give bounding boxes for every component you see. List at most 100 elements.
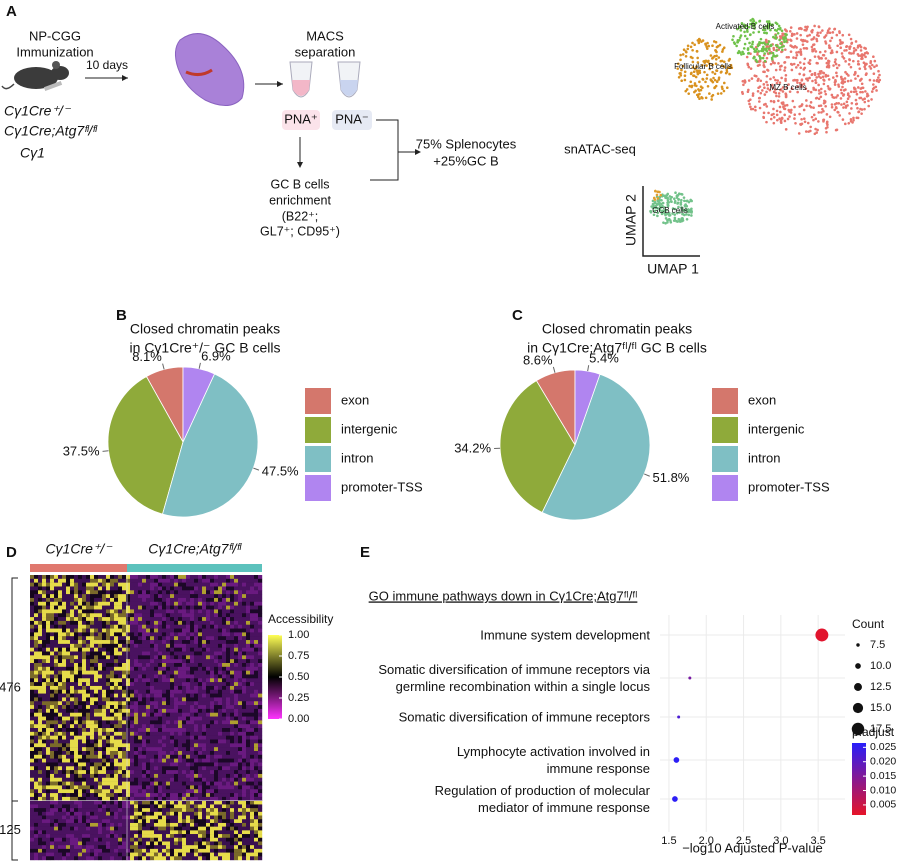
heatmap-texture [138, 613, 143, 618]
heatmap-texture [130, 724, 135, 729]
heatmap-texture [174, 578, 179, 583]
heatmap-texture [218, 789, 223, 794]
heatmap-texture [194, 655, 199, 660]
heatmap-texture [130, 575, 135, 580]
heatmap-texture [178, 731, 183, 736]
umap-cell [751, 22, 755, 25]
heatmap-texture [250, 617, 255, 622]
heatmap-texture [154, 785, 159, 790]
heatmap-texture [258, 674, 263, 679]
heatmap-texture [142, 789, 147, 794]
heatmap-texture [146, 785, 151, 790]
heatmap-texture [242, 609, 247, 614]
umap-cell [668, 214, 671, 217]
umap-cell [749, 67, 753, 70]
heatmap-texture [186, 789, 191, 794]
heatmap-texture [142, 678, 147, 683]
heatmap-texture [234, 617, 239, 622]
umap-cell [766, 68, 769, 72]
heatmap-texture [250, 582, 255, 587]
heatmap-texture [50, 651, 55, 656]
heatmap-texture [58, 651, 63, 656]
heatmap-texture [186, 758, 191, 763]
umap-cell [786, 117, 790, 121]
heatmap-texture [218, 594, 223, 599]
heatmap-texture [126, 666, 131, 671]
heatmap-texture [94, 712, 99, 717]
umap-cell [855, 116, 859, 120]
heatmap-texture [82, 747, 87, 752]
heatmap-texture [202, 662, 207, 668]
heatmap-texture [74, 789, 79, 794]
heatmap-texture [210, 590, 215, 595]
heatmap-texture [198, 666, 203, 671]
heatmap-texture [138, 712, 143, 717]
heatmap-texture [250, 605, 255, 610]
umap-cell [772, 35, 775, 39]
heatmap-texture [166, 766, 171, 771]
arrowhead [122, 75, 128, 81]
heatmap-texture [102, 766, 107, 771]
heatmap-texture [62, 575, 67, 580]
heatmap-texture [90, 762, 95, 767]
arrowhead [415, 149, 421, 155]
umap-cell [681, 209, 685, 212]
heatmap-texture [58, 793, 63, 798]
heatmap-texture [130, 670, 135, 675]
heatmap-texture [142, 743, 147, 748]
heatmap-texture [50, 731, 55, 736]
heatmap-texture [50, 728, 55, 733]
umap-cell [675, 211, 679, 215]
heatmap-texture [30, 762, 35, 767]
heatmap-texture [178, 582, 183, 587]
heatmap-texture [30, 613, 35, 618]
heatmap-texture [214, 613, 219, 618]
heatmap-texture [214, 743, 219, 748]
heatmap-texture [114, 750, 119, 756]
heatmap-texture [70, 601, 75, 606]
heatmap-texture [150, 632, 155, 637]
heatmap-texture [238, 651, 243, 656]
heatmap-texture [82, 712, 87, 717]
heatmap-texture [178, 643, 183, 648]
heatmap-texture [134, 636, 139, 641]
heatmap-texture [58, 781, 63, 786]
heatmap-texture [122, 808, 127, 813]
heatmap-texture [238, 728, 243, 733]
heatmap-texture [142, 670, 147, 675]
heatmap-texture [246, 705, 251, 710]
umap-cell [828, 46, 832, 50]
heatmap-texture [238, 693, 243, 698]
umap-cell [776, 79, 780, 82]
heatmap-texture [94, 578, 99, 583]
heatmap-texture [138, 724, 143, 729]
heatmap-texture [82, 582, 87, 587]
heatmap-texture [38, 804, 43, 809]
umap-cell [790, 87, 794, 90]
heatmap-texture [194, 586, 199, 591]
heatmap-texture [30, 773, 35, 778]
heatmap-texture [210, 785, 215, 790]
heatmap-texture [34, 601, 39, 606]
heatmap-texture [174, 689, 179, 694]
heatmap-texture [230, 640, 235, 645]
heatmap-texture [114, 705, 119, 710]
heatmap-texture [218, 666, 223, 671]
heatmap-texture [158, 770, 163, 775]
heatmap-texture [226, 617, 231, 622]
heatmap-texture [190, 804, 195, 809]
heatmap-texture [194, 758, 199, 763]
heatmap-texture [226, 785, 231, 790]
heatmap-texture [214, 731, 219, 736]
heatmap-texture [150, 651, 155, 656]
heatmap-texture [238, 701, 243, 706]
heatmap-texture [158, 811, 163, 816]
umap-cell [752, 47, 756, 51]
heatmap-texture [134, 666, 139, 671]
heatmap-texture [146, 720, 151, 725]
umap-cell [842, 106, 845, 109]
heatmap-texture [134, 597, 139, 602]
umap-cell [847, 63, 851, 66]
umap-cell [789, 62, 793, 66]
heatmap-texture [150, 815, 155, 820]
